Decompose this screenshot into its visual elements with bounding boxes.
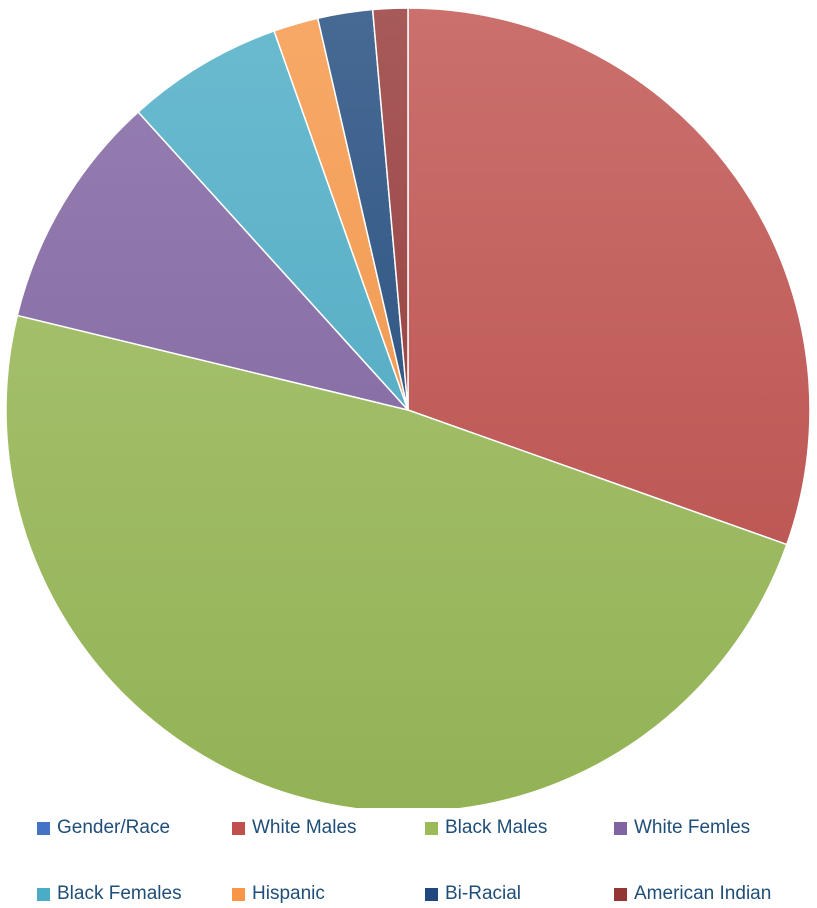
legend-swatch — [614, 821, 627, 835]
legend-label: American Indian — [634, 883, 772, 904]
legend-swatch — [37, 821, 50, 835]
legend-label: Gender/Race — [57, 817, 171, 838]
pie-slice-black-females — [137, 30, 409, 411]
legend-label: Black Males — [445, 817, 548, 838]
pie-chart — [5, 7, 811, 808]
chart-legend: Gender/Race White Males Black Males White F… — [0, 808, 817, 908]
pie-slice-white-femles — [16, 111, 409, 411]
pie-slice-white-males — [407, 7, 811, 546]
legend-swatch — [232, 821, 245, 835]
pie-slices — [5, 7, 811, 808]
legend-item-white-femles: White Femles — [614, 814, 750, 842]
legend-label: Black Females — [57, 883, 182, 904]
legend-swatch — [614, 887, 627, 901]
legend-item-hispanic: Hispanic — [232, 880, 325, 908]
legend-item-bi-racial: Bi-Racial — [425, 880, 521, 908]
legend-swatch — [232, 887, 245, 901]
legend-label: White Males — [252, 817, 357, 838]
legend-item-white-males: White Males — [232, 814, 357, 842]
legend-label: White Femles — [634, 817, 751, 838]
legend-item-black-females: Black Females — [37, 880, 182, 908]
legend-label: Hispanic — [252, 883, 325, 904]
legend-swatch — [425, 887, 438, 901]
legend-swatch — [425, 821, 438, 835]
legend-item-black-males: Black Males — [425, 814, 547, 842]
legend-item-gender-race: Gender/Race — [37, 814, 170, 842]
pie-slice-american-indian — [371, 7, 409, 411]
legend-swatch — [37, 887, 50, 901]
legend-label: Bi-Racial — [445, 883, 522, 904]
pie-slice-black-males — [5, 314, 788, 808]
legend-item-american-indian: American Indian — [614, 880, 771, 908]
